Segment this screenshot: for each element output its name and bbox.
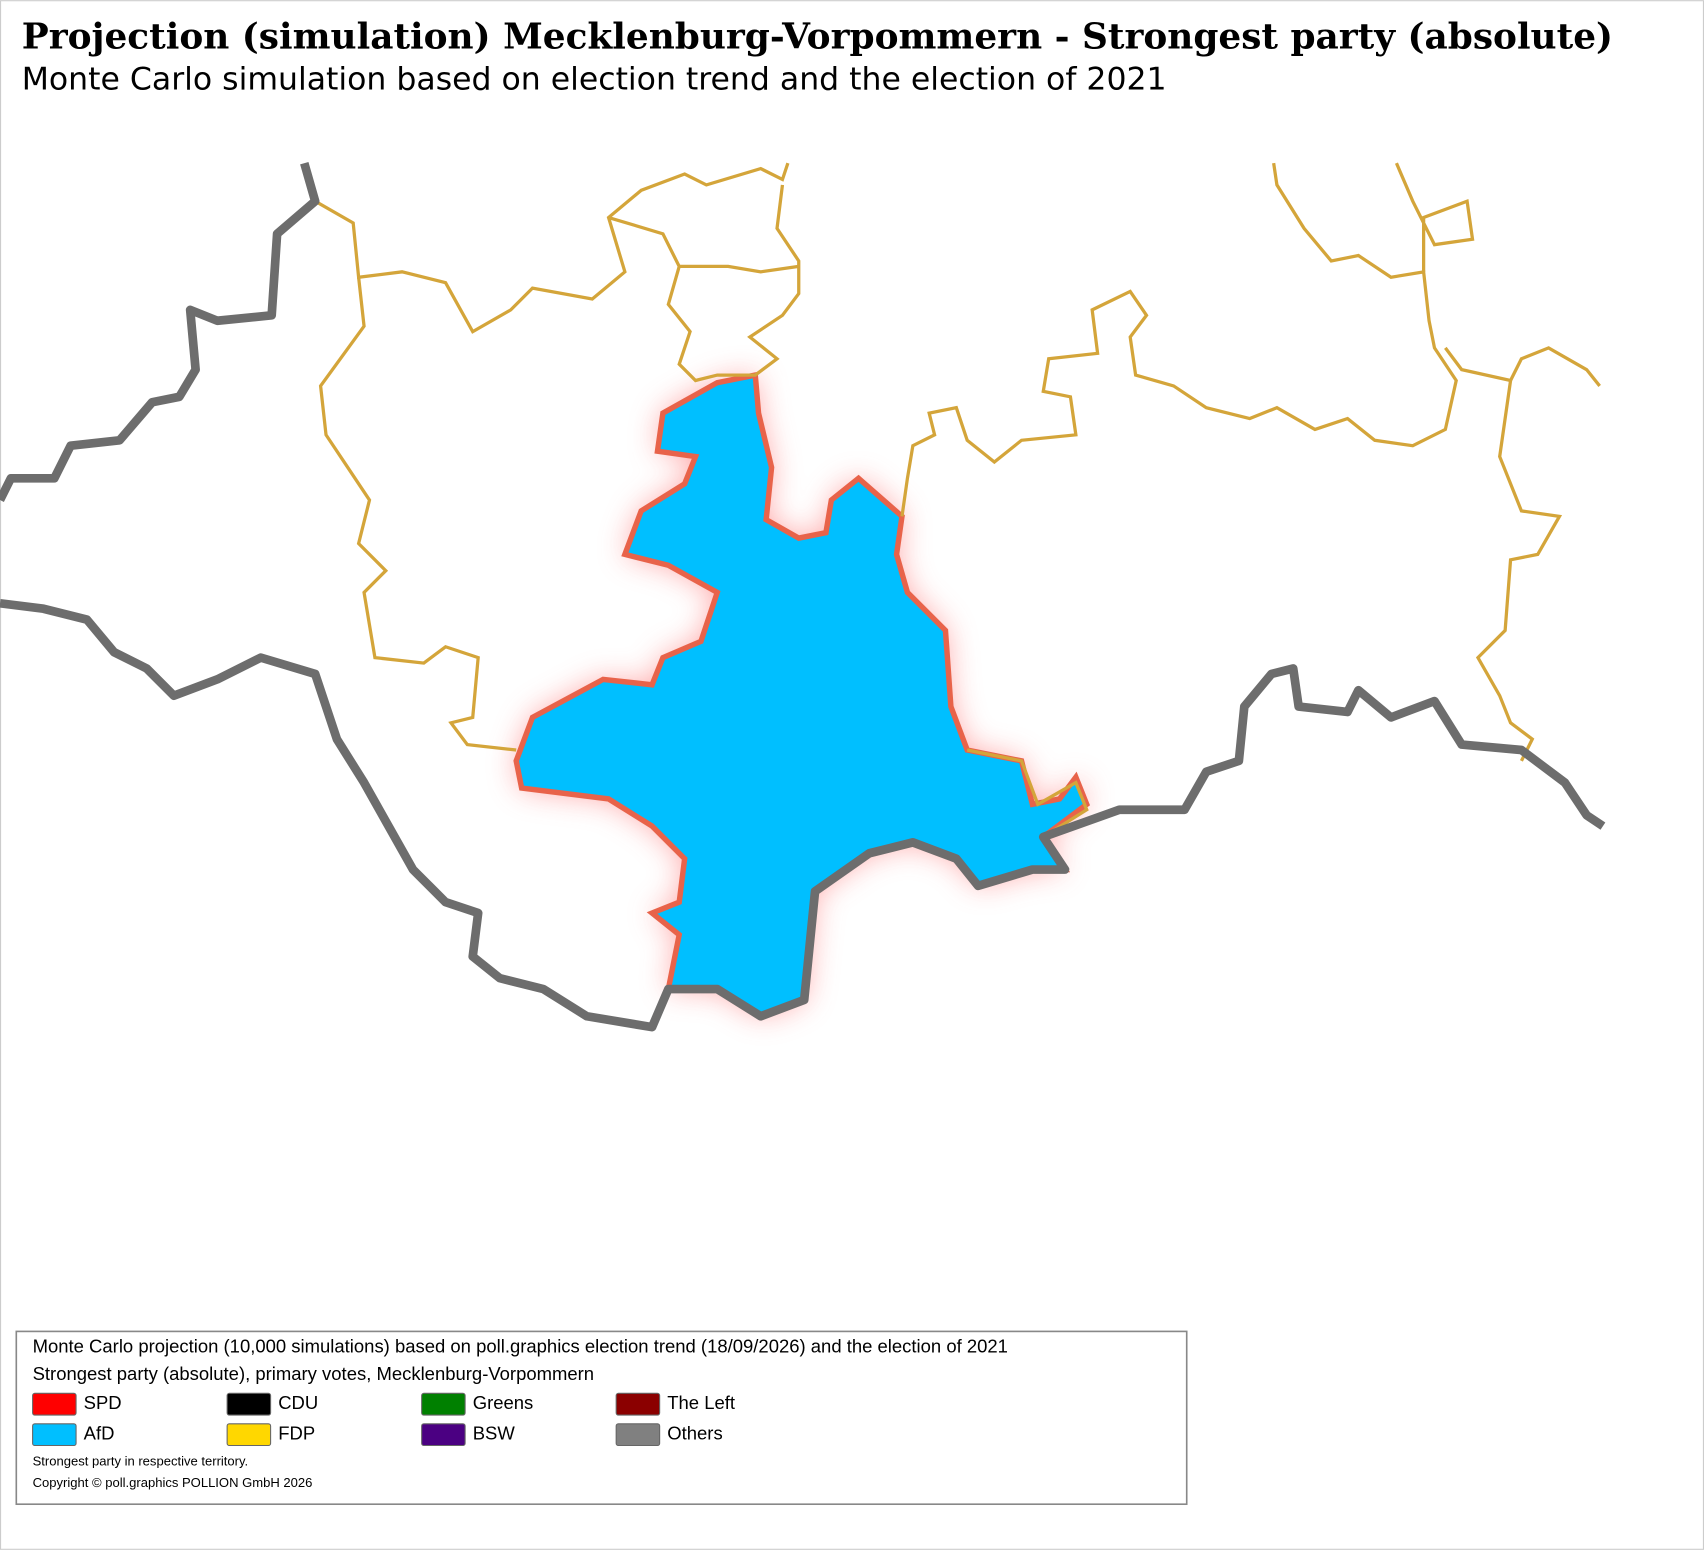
district-border: [966, 748, 1089, 839]
legend-label: AfD: [84, 1423, 115, 1444]
legend-swatch: [421, 1392, 466, 1416]
district-borders: [314, 162, 1601, 839]
legend-label: BSW: [473, 1423, 516, 1444]
state-borders: [0, 161, 1606, 1032]
district-border: [318, 277, 517, 752]
district-border: [314, 162, 790, 334]
legend-line: Strongest party (absolute), primary vote…: [33, 1363, 594, 1384]
legend-note: Copyright © poll.graphics POLLION GmbH 2…: [33, 1475, 313, 1490]
legend-swatch: [615, 1392, 661, 1416]
map: [0, 161, 1606, 1032]
legend-label: The Left: [667, 1392, 735, 1413]
title: Projection (simulation) Mecklenburg-Vorp…: [22, 15, 1613, 57]
state-border: [0, 161, 320, 503]
district-border: [1475, 380, 1563, 762]
legend-note: Strongest party in respective territory.: [33, 1453, 249, 1468]
legend-label: Greens: [473, 1392, 534, 1413]
legend-swatch: [32, 1423, 77, 1447]
district-border: [679, 264, 799, 274]
legend-swatch: [615, 1423, 661, 1447]
district-border: [1444, 346, 1601, 387]
district-border: [900, 162, 1458, 517]
district-border: [608, 184, 801, 383]
state-border: [0, 598, 1606, 1032]
legend: Monte Carlo projection (10,000 simulatio…: [15, 1330, 1188, 1506]
legend-swatch: [226, 1392, 272, 1416]
legend-swatch: [421, 1423, 466, 1447]
legend-label: CDU: [278, 1392, 318, 1413]
district-border: [1394, 162, 1475, 272]
legend-line: Monte Carlo projection (10,000 simulatio…: [33, 1336, 1008, 1357]
subtitle: Monte Carlo simulation based on election…: [22, 62, 1167, 98]
legend-box: [15, 1330, 1188, 1506]
legend-label: Others: [667, 1423, 722, 1444]
legend-label: SPD: [84, 1392, 122, 1413]
legend-swatch: [226, 1423, 272, 1447]
legend-label: FDP: [278, 1423, 315, 1444]
legend-swatch: [32, 1392, 77, 1416]
